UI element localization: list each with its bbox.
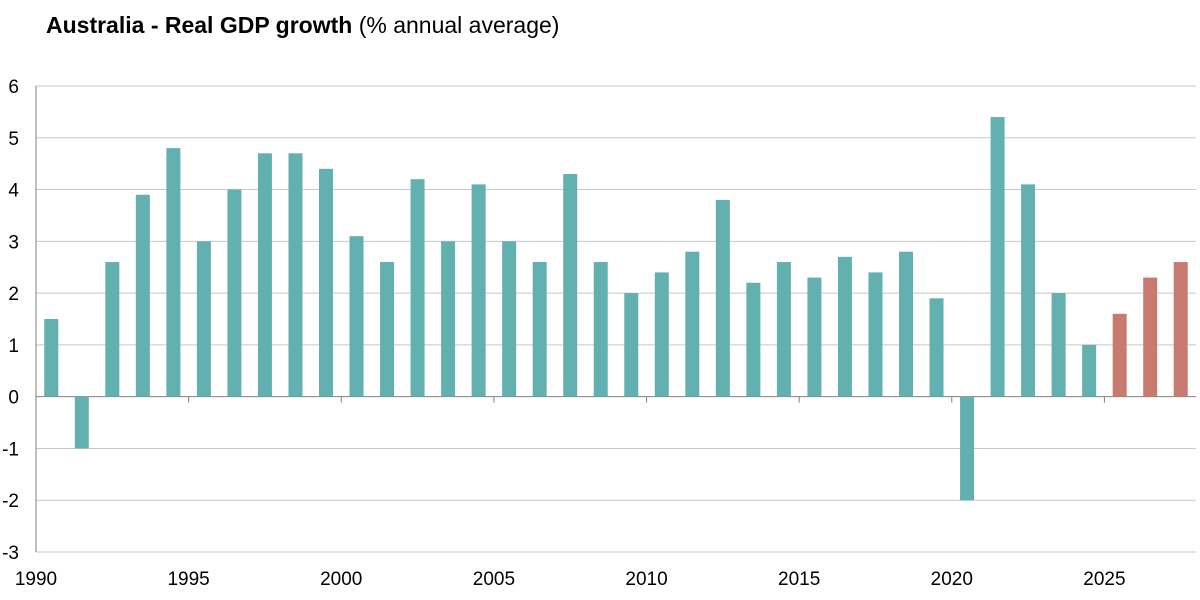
bar-actual-2014 xyxy=(776,262,791,397)
bar-actual-2018 xyxy=(899,251,913,397)
y-tick-label-3: 3 xyxy=(8,232,19,253)
chart-title-subtitle: (% annual average) xyxy=(358,12,560,38)
bar-actual-2002 xyxy=(410,179,425,397)
bar-actual-1992 xyxy=(105,262,120,397)
y-tick-label-6: 6 xyxy=(8,77,19,98)
bar-actual-1996 xyxy=(227,189,242,397)
bar-actual-2009 xyxy=(624,293,639,397)
bar-actual-1998 xyxy=(288,153,303,397)
bar-actual-1991 xyxy=(74,396,89,449)
x-tick-label-2025: 2025 xyxy=(1083,569,1125,590)
bar-actual-1993 xyxy=(135,194,150,397)
y-tick-label-neg2: -2 xyxy=(2,491,19,512)
y-tick-label-1: 1 xyxy=(8,336,19,357)
bar-actual-2024 xyxy=(1082,344,1097,397)
bar-actual-2007 xyxy=(563,174,578,397)
bar-actual-2013 xyxy=(746,282,761,397)
bar-actual-2017 xyxy=(868,272,883,397)
bar-actual-2019 xyxy=(929,298,944,397)
bar-actual-1994 xyxy=(166,148,181,397)
bar-actual-2003 xyxy=(441,241,456,397)
bar-actual-2012 xyxy=(715,199,730,397)
x-tick-label-2010: 2010 xyxy=(625,569,667,590)
bar-actual-2000 xyxy=(349,236,364,397)
x-tick-label-2005: 2005 xyxy=(473,569,515,590)
x-tick-label-1995: 1995 xyxy=(167,569,209,590)
y-tick-label-neg3: -3 xyxy=(2,543,19,564)
bar-actual-1995 xyxy=(196,241,211,397)
bar-actual-2011 xyxy=(685,251,700,397)
bar-actual-2001 xyxy=(380,262,395,397)
x-tick-label-2015: 2015 xyxy=(778,569,820,590)
chart-title-bold: Australia - Real GDP growth xyxy=(46,12,353,38)
bar-actual-1997 xyxy=(257,153,272,397)
bar-actual-1990 xyxy=(44,319,59,397)
x-tick-label-1990: 1990 xyxy=(15,569,57,590)
bar-actual-2021 xyxy=(990,117,1005,397)
y-tick-label-0: 0 xyxy=(8,388,19,409)
bar-actual-2016 xyxy=(837,256,852,397)
y-tick-label-neg1: -1 xyxy=(2,439,19,460)
bar-forecast-2026 xyxy=(1143,277,1158,397)
bar-actual-2006 xyxy=(532,262,547,397)
bar-forecast-2025 xyxy=(1112,313,1127,397)
bar-actual-2020 xyxy=(960,396,975,501)
bar-actual-2023 xyxy=(1051,293,1066,397)
y-tick-label-2: 2 xyxy=(8,284,19,305)
bar-actual-2004 xyxy=(471,184,486,397)
y-tick-label-5: 5 xyxy=(8,129,19,150)
bar-actual-1999 xyxy=(319,168,333,397)
y-tick-label-4: 4 xyxy=(8,181,19,202)
bar-actual-2022 xyxy=(1021,184,1036,397)
bar-actual-2008 xyxy=(593,262,608,397)
bar-actual-2005 xyxy=(502,241,517,397)
x-tick-label-2000: 2000 xyxy=(320,569,362,590)
bar-actual-2015 xyxy=(807,277,822,397)
x-tick-label-2020: 2020 xyxy=(931,569,973,590)
bar-forecast-2027 xyxy=(1173,262,1188,397)
chart-title: Australia - Real GDP growth (% annual av… xyxy=(46,12,559,39)
bar-actual-2010 xyxy=(654,272,669,397)
